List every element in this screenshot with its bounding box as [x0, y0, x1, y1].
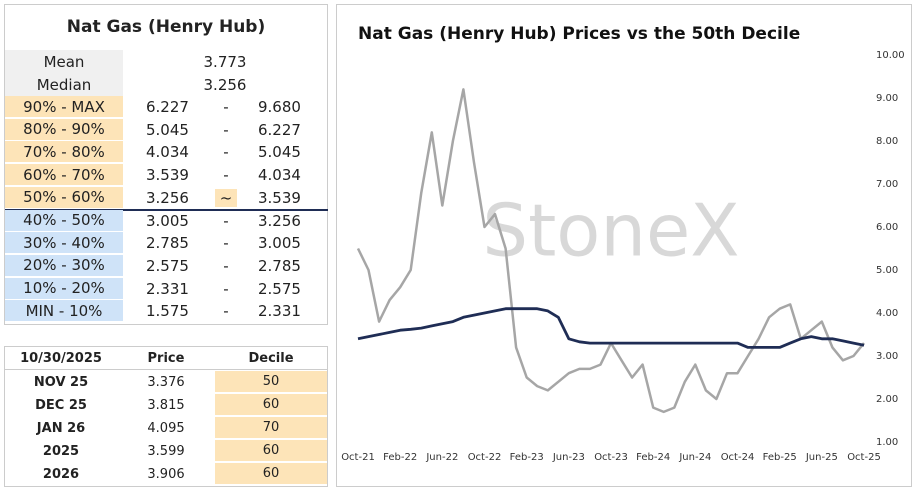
decile-label: 30% - 40%	[5, 232, 123, 255]
decile-label: 10% - 20%	[5, 277, 123, 300]
price-value: 3.815	[147, 397, 185, 413]
price-label: DEC 25	[35, 397, 87, 413]
summary-value: 3.773	[203, 52, 247, 71]
decile-sep: -	[223, 279, 229, 298]
decile-panel	[4, 4, 328, 325]
decile-sep: -	[223, 234, 229, 253]
y-tick-label: 4.00	[876, 308, 898, 319]
summary-value: 3.256	[203, 75, 247, 94]
x-tick-label: Jun-24	[678, 452, 711, 463]
price-label: JAN 26	[36, 420, 86, 436]
decile-high: 3.005	[258, 234, 301, 253]
summary-label: Mean	[5, 50, 123, 73]
x-tick-label: Oct-23	[594, 452, 628, 463]
x-tick-label: Jun-23	[552, 452, 585, 463]
decile-high: 2.785	[258, 256, 301, 275]
price-header: Price	[117, 348, 215, 370]
decile-high: 9.680	[258, 98, 301, 116]
x-tick-label: Feb-22	[383, 452, 417, 463]
decile-sep: -	[223, 211, 229, 230]
decile-label: 80% - 90%	[5, 118, 123, 141]
decile-low: 4.034	[146, 143, 189, 162]
decile-sep: -	[223, 120, 229, 139]
price-header: 10/30/2025	[5, 348, 117, 370]
x-tick-label: Feb-23	[510, 452, 544, 463]
price-label: 2025	[42, 443, 80, 459]
decile-label: 40% - 50%	[5, 209, 123, 232]
chart-frame	[336, 4, 912, 487]
decile-low: 6.227	[146, 98, 189, 116]
decile-label: 90% - MAX	[5, 96, 123, 118]
decile-sep: -	[223, 98, 229, 116]
x-tick-label: Jun-22	[425, 452, 458, 463]
x-tick-label: Feb-25	[763, 452, 797, 463]
chart: Nat Gas (Henry Hub) Prices vs the 50th D…	[336, 4, 912, 487]
decile-low: 3.256	[146, 188, 189, 207]
price-decile: 60	[215, 440, 327, 462]
price-value: 3.906	[147, 466, 185, 482]
decile-label: 20% - 30%	[5, 254, 123, 277]
decile-high: 5.045	[258, 143, 301, 162]
y-tick-label: 10.00	[876, 50, 905, 61]
y-tick-label: 1.00	[876, 437, 898, 448]
median-divider	[5, 209, 328, 211]
price-decile: 70	[215, 417, 327, 439]
decile-label: 50% - 60%	[5, 186, 123, 209]
x-tick-label: Oct-21	[341, 452, 375, 463]
decile-high: 2.331	[258, 302, 301, 321]
price-label: 2026	[42, 466, 80, 482]
summary-label: Median	[5, 73, 123, 96]
price-label: NOV 25	[33, 374, 89, 390]
x-tick-label: Feb-24	[636, 452, 670, 463]
decile-sep: -	[223, 166, 229, 185]
decile-label: MIN - 10%	[5, 300, 123, 323]
y-tick-label: 3.00	[876, 351, 898, 362]
price-decile: 60	[215, 394, 327, 416]
y-tick-label: 8.00	[876, 136, 898, 147]
x-tick-label: Oct-22	[468, 452, 502, 463]
price-value: 4.095	[147, 420, 185, 436]
decile-low: 1.575	[146, 302, 189, 321]
x-tick-label: Oct-24	[721, 452, 755, 463]
y-tick-label: 2.00	[876, 394, 898, 405]
price-decile: 60	[215, 463, 327, 485]
y-tick-label: 9.00	[876, 93, 898, 104]
decile-low: 2.575	[146, 256, 189, 275]
price-header: Decile	[215, 348, 327, 370]
table-title: Nat Gas (Henry Hub)	[66, 17, 266, 37]
x-tick-label: Jun-25	[805, 452, 838, 463]
price-value: 3.376	[147, 374, 185, 390]
decile-low: 2.785	[146, 234, 189, 253]
price-panel	[4, 346, 328, 487]
decile-label: 70% - 80%	[5, 141, 123, 164]
price-value: 3.599	[147, 443, 185, 459]
decile-high: 4.034	[258, 166, 301, 185]
y-tick-label: 5.00	[876, 265, 898, 276]
decile-sep: -	[223, 256, 229, 275]
decile-high: 2.575	[258, 279, 301, 298]
decile-low: 3.005	[146, 211, 189, 230]
y-tick-label: 6.00	[876, 222, 898, 233]
decile-low: 2.331	[146, 279, 189, 298]
decile-high: 3.539	[258, 188, 301, 207]
decile-high: 3.256	[258, 211, 301, 230]
decile-sep: -	[223, 302, 229, 321]
series-line	[357, 307, 865, 349]
decile-sep: ~	[215, 188, 237, 207]
chart-title: Nat Gas (Henry Hub) Prices vs the 50th D…	[358, 24, 800, 44]
decile-label: 60% - 70%	[5, 164, 123, 187]
price-decile: 50	[215, 371, 327, 393]
decile-low: 3.539	[146, 166, 189, 185]
decile-sep: -	[223, 143, 229, 162]
y-tick-label: 7.00	[876, 179, 898, 190]
decile-low: 5.045	[146, 120, 189, 139]
x-tick-label: Oct-25	[847, 452, 881, 463]
decile-high: 6.227	[258, 120, 301, 139]
watermark: StoneX	[482, 189, 739, 273]
